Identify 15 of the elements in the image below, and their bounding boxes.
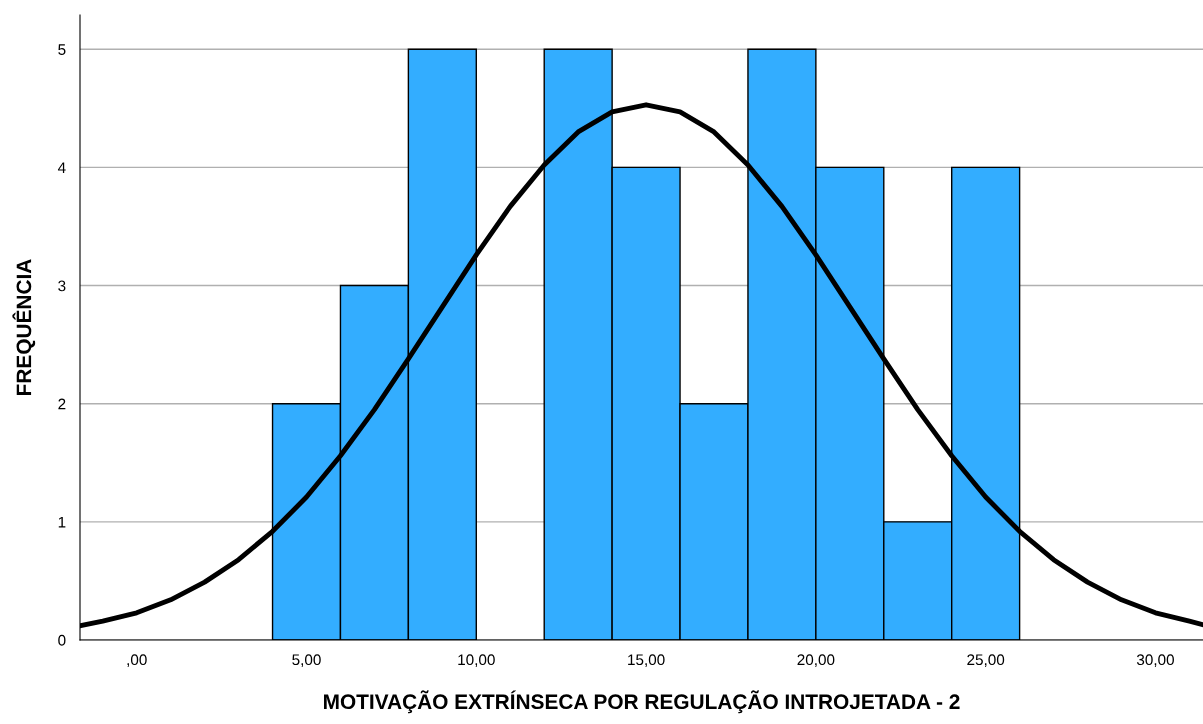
y-tick-label: 3	[58, 280, 66, 292]
y-tick-label: 1	[58, 516, 66, 528]
x-tick-label: 15,00	[628, 654, 665, 667]
x-axis-title: MOTIVAÇÃO EXTRÍNSECA POR REGULAÇÃO INTROJETADA - 2	[324, 690, 960, 714]
y-tick-label: 2	[58, 398, 66, 410]
x-tick-label: 30,00	[1136, 654, 1174, 667]
x-tick-label: 5,00	[292, 654, 321, 667]
y-tick-label: 0	[58, 634, 66, 646]
x-tick-label: 20,00	[797, 654, 835, 667]
y-tick-label: 4	[57, 162, 66, 173]
y-tick-label: 5	[58, 44, 66, 55]
x-tick-label: ,00	[127, 654, 147, 667]
y-axis-title: FREQUÊNCIA	[12, 259, 36, 395]
x-tick-label: 10,00	[458, 654, 495, 667]
x-tick-label: 25,00	[967, 654, 1005, 667]
